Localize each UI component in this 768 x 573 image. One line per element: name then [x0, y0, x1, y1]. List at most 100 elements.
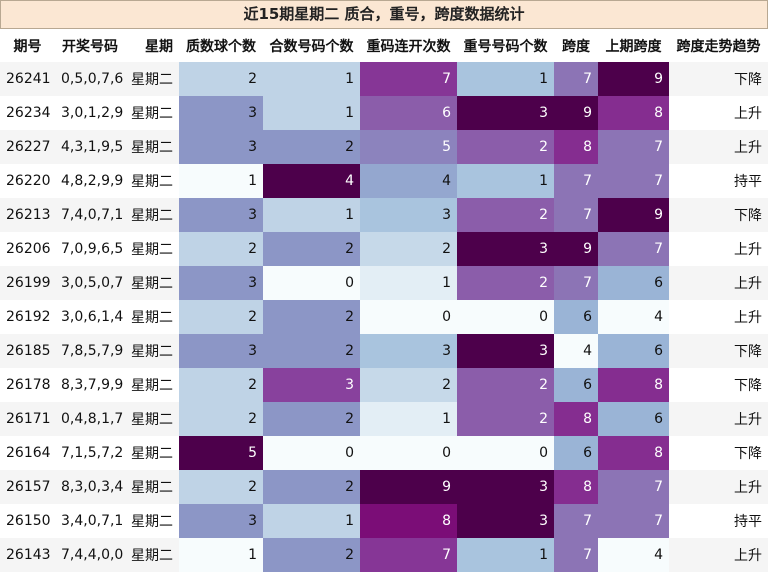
stats-table: 期号 开奖号码 星期 质数球个数 合数号码个数 重码连开次数 重号号码个数 跨度…: [0, 29, 768, 572]
heat-cell-repeat-streak: 9: [360, 470, 457, 504]
column-header: 开奖号码: [62, 38, 118, 55]
heat-cell-composite: 1: [263, 504, 360, 538]
heat-cell-repeat-streak: 6: [360, 96, 457, 130]
heat-cell-span: 8: [554, 470, 598, 504]
heat-cell-span: 7: [554, 504, 598, 538]
cell-issue: 26164: [0, 436, 55, 470]
cell-weekday: 星期二: [125, 232, 179, 266]
chart-title: 近15期星期二 质合，重号，跨度数据统计: [0, 0, 768, 29]
cell-trend: 下降: [669, 368, 768, 402]
cell-trend: 上升: [669, 538, 768, 572]
heat-cell-prev-span: 8: [598, 436, 669, 470]
heat-cell-prime: 3: [179, 96, 263, 130]
table-row: 26220 4,8,2,9,9 星期二 1 4 4 1 7 7 持平: [0, 164, 768, 198]
heat-cell-repeat-count: 2: [457, 368, 554, 402]
cell-issue: 26241: [0, 62, 55, 96]
heat-cell-prime: 3: [179, 334, 263, 368]
heat-cell-composite: 4: [263, 164, 360, 198]
cell-numbers: 4,8,2,9,9: [55, 164, 125, 198]
heat-cell-prev-span: 4: [598, 538, 669, 572]
heat-cell-repeat-streak: 0: [360, 436, 457, 470]
heat-cell-span: 7: [554, 266, 598, 300]
heat-cell-span: 4: [554, 334, 598, 368]
heat-cell-span: 9: [554, 96, 598, 130]
cell-numbers: 0,5,0,7,6: [55, 62, 125, 96]
heat-cell-repeat-streak: 4: [360, 164, 457, 198]
cell-numbers: 7,8,5,7,9: [55, 334, 125, 368]
heat-cell-repeat-streak: 3: [360, 334, 457, 368]
table-row: 26234 3,0,1,2,9 星期二 3 1 6 3 9 8 上升: [0, 96, 768, 130]
cell-issue: 26185: [0, 334, 55, 368]
heat-cell-prev-span: 9: [598, 62, 669, 96]
cell-numbers: 7,0,9,6,5: [55, 232, 125, 266]
column-header: 跨度走势趋势: [676, 38, 761, 55]
cell-weekday: 星期二: [125, 164, 179, 198]
table-row: 26206 7,0,9,6,5 星期二 2 2 2 3 9 7 上升: [0, 232, 768, 266]
cell-trend: 上升: [669, 232, 768, 266]
cell-issue: 26178: [0, 368, 55, 402]
cell-numbers: 0,4,8,1,7: [55, 402, 125, 436]
heat-cell-prime: 5: [179, 436, 263, 470]
cell-weekday: 星期二: [125, 436, 179, 470]
table-row: 26199 3,0,5,0,7 星期二 3 0 1 2 7 6 上升: [0, 266, 768, 300]
table-row: 26143 7,4,4,0,0 星期二 1 2 7 1 7 4 上升: [0, 538, 768, 572]
heat-cell-composite: 2: [263, 232, 360, 266]
column-header: 重号号码个数: [463, 38, 548, 55]
table-body: 26241 0,5,0,7,6 星期二 2 1 7 1 7 9 下降 26234 3,0,1,2,9 星…: [0, 62, 768, 572]
cell-trend: 下降: [669, 436, 768, 470]
heat-cell-prime: 1: [179, 164, 263, 198]
cell-weekday: 星期二: [125, 538, 179, 572]
heat-cell-composite: 2: [263, 538, 360, 572]
heat-cell-repeat-count: 2: [457, 198, 554, 232]
heat-cell-prime: 3: [179, 130, 263, 164]
table-row: 26192 3,0,6,1,4 星期二 2 2 0 0 6 4 上升: [0, 300, 768, 334]
heat-cell-repeat-count: 2: [457, 266, 554, 300]
cell-issue: 26220: [0, 164, 55, 198]
cell-issue: 26199: [0, 266, 55, 300]
cell-issue: 26227: [0, 130, 55, 164]
heat-cell-span: 7: [554, 198, 598, 232]
table-row: 26150 3,4,0,7,1 星期二 3 1 8 3 7 7 持平: [0, 504, 768, 538]
heat-cell-prev-span: 8: [598, 96, 669, 130]
cell-issue: 26234: [0, 96, 55, 130]
cell-numbers: 8,3,0,3,4: [55, 470, 125, 504]
table-row: 26241 0,5,0,7,6 星期二 2 1 7 1 7 9 下降: [0, 62, 768, 96]
heat-cell-repeat-streak: 0: [360, 300, 457, 334]
heat-cell-repeat-count: 3: [457, 504, 554, 538]
column-header: 星期: [145, 38, 173, 55]
cell-numbers: 7,4,0,7,1: [55, 198, 125, 232]
cell-numbers: 3,0,5,0,7: [55, 266, 125, 300]
heat-cell-prime: 2: [179, 300, 263, 334]
cell-weekday: 星期二: [125, 266, 179, 300]
cell-trend: 下降: [669, 198, 768, 232]
heat-cell-span: 9: [554, 232, 598, 266]
heat-cell-prev-span: 7: [598, 470, 669, 504]
cell-numbers: 3,4,0,7,1: [55, 504, 125, 538]
cell-trend: 下降: [669, 334, 768, 368]
cell-weekday: 星期二: [125, 334, 179, 368]
heat-cell-prime: 3: [179, 266, 263, 300]
heat-cell-prime: 1: [179, 538, 263, 572]
table-row: 26227 4,3,1,9,5 星期二 3 2 5 2 8 7 上升: [0, 130, 768, 164]
heat-cell-prev-span: 8: [598, 368, 669, 402]
heat-cell-composite: 1: [263, 198, 360, 232]
heat-cell-prime: 2: [179, 470, 263, 504]
cell-numbers: 7,1,5,7,2: [55, 436, 125, 470]
column-header: 期号: [13, 38, 42, 55]
cell-numbers: 3,0,6,1,4: [55, 300, 125, 334]
heat-cell-repeat-count: 3: [457, 96, 554, 130]
heat-cell-prev-span: 6: [598, 334, 669, 368]
column-header: 上期跨度: [605, 38, 662, 55]
cell-trend: 上升: [669, 266, 768, 300]
cell-issue: 26157: [0, 470, 55, 504]
heat-cell-span: 7: [554, 164, 598, 198]
heat-cell-repeat-count: 2: [457, 402, 554, 436]
heat-cell-span: 6: [554, 368, 598, 402]
column-header: 合数号码个数: [269, 38, 354, 55]
cell-trend: 上升: [669, 96, 768, 130]
heat-cell-composite: 2: [263, 334, 360, 368]
cell-issue: 26206: [0, 232, 55, 266]
table-row: 26164 7,1,5,7,2 星期二 5 0 0 0 6 8 下降: [0, 436, 768, 470]
heat-cell-repeat-streak: 5: [360, 130, 457, 164]
